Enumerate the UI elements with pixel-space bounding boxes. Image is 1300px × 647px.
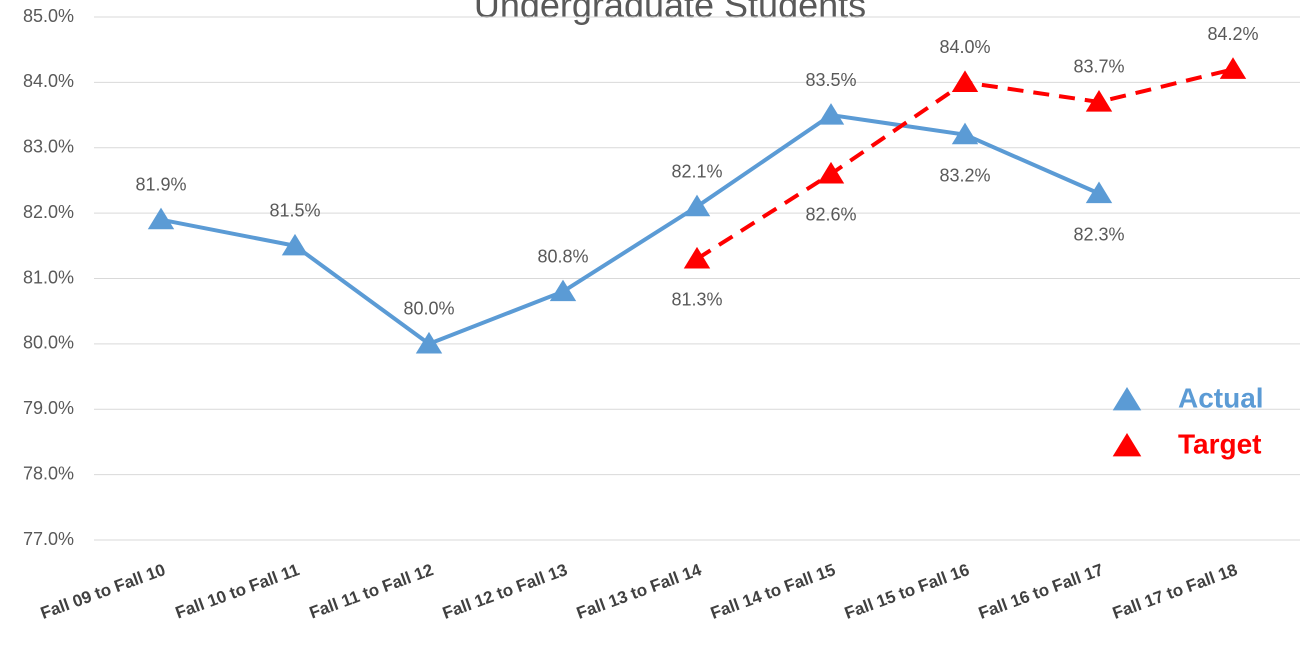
data-label: 82.3% xyxy=(1073,224,1124,244)
y-tick-label: 77.0% xyxy=(23,529,74,549)
marker xyxy=(683,194,711,217)
marker xyxy=(817,161,845,184)
data-label: 83.5% xyxy=(805,70,856,90)
x-tick-label: Fall 10 to Fall 11 xyxy=(173,560,302,622)
marker xyxy=(951,122,979,145)
y-tick-label: 81.0% xyxy=(23,267,74,287)
y-tick-label: 84.0% xyxy=(23,71,74,91)
data-label: 80.8% xyxy=(537,246,588,266)
x-tick-label: Fall 13 to Fall 14 xyxy=(574,560,704,623)
data-label: 81.3% xyxy=(671,290,722,310)
legend-label: Actual xyxy=(1178,382,1264,413)
x-tick-label: Fall 15 to Fall 16 xyxy=(842,560,972,623)
data-label: 82.1% xyxy=(671,161,722,181)
data-label: 84.2% xyxy=(1207,24,1258,44)
data-label: 81.5% xyxy=(269,201,320,221)
data-label: 81.9% xyxy=(135,174,186,194)
marker xyxy=(683,246,711,269)
legend-marker xyxy=(1112,433,1142,457)
x-tick-label: Fall 17 to Fall 18 xyxy=(1110,560,1240,623)
data-label: 83.2% xyxy=(939,165,990,185)
y-tick-label: 79.0% xyxy=(23,398,74,418)
legend-marker xyxy=(1112,387,1142,411)
x-tick-label: Fall 14 to Fall 15 xyxy=(708,560,838,623)
series-line xyxy=(160,112,1100,347)
marker xyxy=(1085,89,1113,112)
legend-label: Target xyxy=(1178,428,1262,459)
marker xyxy=(415,331,443,354)
x-tick-label: Fall 09 to Fall 10 xyxy=(38,560,168,623)
y-tick-label: 78.0% xyxy=(23,463,74,483)
marker xyxy=(817,103,845,125)
y-tick-label: 85.0% xyxy=(23,6,74,26)
chart-title: Undergraduate Students xyxy=(474,0,866,26)
marker xyxy=(1219,57,1247,79)
x-tick-label: Fall 16 to Fall 17 xyxy=(976,560,1106,623)
series-line xyxy=(695,67,1234,261)
marker xyxy=(951,70,979,92)
marker xyxy=(549,279,577,302)
data-label: 80.0% xyxy=(403,299,454,319)
marker xyxy=(281,233,309,256)
x-tick-label: Fall 12 to Fall 13 xyxy=(440,560,570,623)
data-label: 83.7% xyxy=(1073,57,1124,77)
marker xyxy=(1085,181,1113,204)
y-tick-label: 82.0% xyxy=(23,202,74,222)
y-tick-label: 83.0% xyxy=(23,137,74,157)
data-label: 84.0% xyxy=(939,37,990,57)
marker xyxy=(147,207,175,230)
y-tick-label: 80.0% xyxy=(23,333,74,353)
x-tick-label: Fall 11 to Fall 12 xyxy=(307,560,436,622)
data-label: 82.6% xyxy=(805,205,856,225)
